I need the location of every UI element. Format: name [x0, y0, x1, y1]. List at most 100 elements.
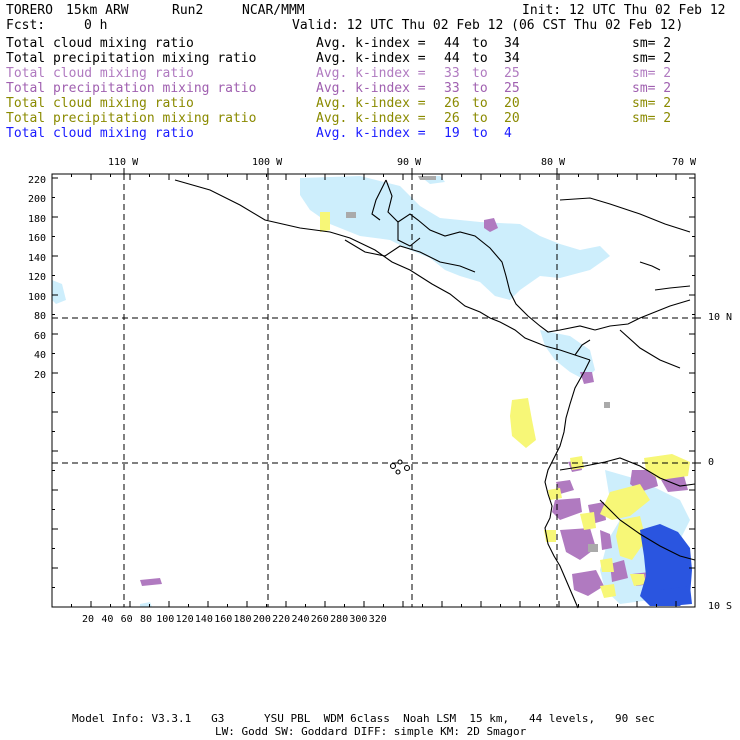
ye-blob: [630, 574, 646, 586]
legend-sm: sm= 2: [632, 36, 672, 51]
legend-k-to: 25: [504, 66, 520, 81]
galapagos-1: [389, 462, 397, 470]
pu-blob: [610, 560, 628, 582]
ye-blob: [548, 488, 562, 500]
ye-blob: [510, 398, 536, 448]
x-tick-label: 240: [291, 614, 310, 625]
lat-label: 10 N: [708, 312, 733, 323]
y-tick-label: 20: [34, 369, 47, 381]
legend-kindex-label: Avg. k-index =: [316, 81, 426, 96]
legend-field: Total precipitation mixing ratio: [6, 81, 257, 96]
legend-k-from: 33: [444, 81, 460, 96]
coast-south-america-pacific: [544, 359, 591, 609]
legend-to: to: [472, 96, 488, 111]
border-mexico-guatemala: [397, 222, 421, 247]
coastlines: [174, 179, 696, 609]
x-tick-label: 100: [156, 614, 175, 625]
lat-label: 0: [708, 457, 715, 468]
legend-k-to: 34: [504, 36, 520, 51]
legend-kindex-label: Avg. k-index =: [316, 51, 426, 66]
legend-field: Total precipitation mixing ratio: [6, 111, 257, 126]
x-tick-label: 80: [139, 614, 152, 625]
pu-blob: [552, 498, 582, 520]
footer-model-info: Model Info: V3.3.1 G3 YSU PBL WDM 6class…: [72, 712, 655, 725]
border-panama-colombia: [574, 339, 591, 356]
border-central-america: [344, 239, 476, 273]
legend-sm: sm= 2: [632, 51, 672, 66]
map-frame: [51, 173, 696, 608]
pu-blob: [600, 530, 612, 550]
ye-blob: [600, 558, 614, 572]
org-label: NCAR/MMM: [242, 3, 305, 18]
x-tick-label: 60: [120, 614, 133, 625]
pu-blob: [572, 570, 604, 596]
galapagos-3: [403, 464, 411, 472]
coast-caribbean-side: [385, 179, 596, 333]
x-tick-label: 320: [368, 614, 387, 625]
legend-to: to: [472, 81, 488, 96]
coast-hispaniola: [654, 285, 691, 291]
y-tick-label: 80: [34, 311, 47, 323]
gr-blob: [588, 544, 598, 552]
y-tick-label: 60: [34, 330, 47, 342]
legend-kindex-label: Avg. k-index =: [316, 66, 426, 81]
legend-to: to: [472, 126, 488, 141]
legend-kindex-label: Avg. k-index =: [316, 96, 426, 111]
legend-k-from: 19: [444, 126, 460, 141]
ye-blob: [600, 584, 616, 598]
shading-blue: [640, 524, 692, 606]
lb-blob: [140, 602, 152, 607]
y-tick-label: 200: [28, 194, 47, 206]
gr-blob: [346, 212, 356, 218]
legend-k-to: 25: [504, 81, 520, 96]
latlon-grid: [52, 174, 695, 607]
legend-k-to: 20: [504, 111, 520, 126]
ye-blob: [600, 484, 650, 520]
legend-k-to: 34: [504, 51, 520, 66]
coast-cuba: [559, 197, 691, 233]
legend-field: Total cloud mixing ratio: [6, 36, 194, 51]
legend-k-to: 4: [504, 126, 512, 141]
legend-to: to: [472, 66, 488, 81]
legend-k-to: 20: [504, 96, 520, 111]
pu-blob: [484, 218, 498, 232]
legend-field: Total cloud mixing ratio: [6, 66, 194, 81]
border-peru-brazil: [599, 499, 696, 561]
x-tick-label: 20: [82, 614, 95, 625]
legend-kindex-label: Avg. k-index =: [316, 36, 426, 51]
x-tick-label: 200: [252, 614, 271, 625]
y-tick-label: 100: [28, 291, 47, 303]
legend-k-from: 26: [444, 96, 460, 111]
x-tick-label: 220: [272, 614, 291, 625]
legend-k-from: 26: [444, 111, 460, 126]
legend-to: to: [472, 36, 488, 51]
legend-kindex-label: Avg. k-index =: [316, 111, 426, 126]
x-tick-label: 160: [214, 614, 233, 625]
legend-k-from: 44: [444, 51, 460, 66]
legend-field: Total precipitation mixing ratio: [6, 51, 257, 66]
lon-label: 80 W: [541, 157, 566, 168]
y-tick-label: 40: [34, 350, 47, 362]
galapagos-2: [397, 459, 403, 465]
y-tick-label: 160: [28, 233, 47, 245]
run-label: Run2: [172, 3, 204, 18]
lb-blob: [540, 330, 595, 380]
lon-label: 110 W: [108, 157, 139, 168]
x-tick-label: 140: [194, 614, 213, 625]
legend-k-from: 33: [444, 66, 460, 81]
lon-label: 100 W: [252, 157, 283, 168]
axis-ticks: [51, 168, 701, 608]
lb-blob: [52, 280, 66, 304]
bl-blob: [660, 586, 692, 606]
gr-blob: [418, 176, 436, 180]
y-tick-label: 220: [28, 175, 47, 186]
coast-jamaica: [639, 261, 661, 271]
resolution-label: 15km ARW: [66, 3, 129, 18]
legend-kindex-label: Avg. k-index =: [316, 126, 426, 141]
gr-blob: [604, 402, 610, 408]
ye-blob: [320, 212, 330, 232]
y-tick-label: 140: [28, 252, 47, 264]
lb-blob: [300, 176, 610, 300]
legend-field: Total cloud mixing ratio: [6, 96, 194, 111]
